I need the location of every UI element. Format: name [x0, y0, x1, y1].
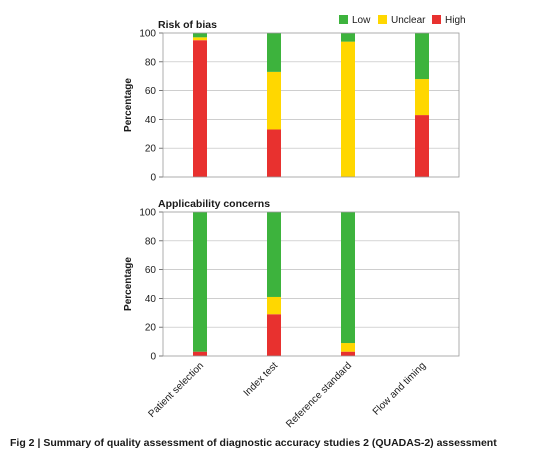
bars — [193, 212, 355, 356]
bar-patient-selection-low — [193, 212, 207, 352]
bar-reference-standard-low — [341, 212, 355, 344]
bar-flow-and-timing-unclear — [415, 79, 429, 116]
y-tick-labels: 0 20 40 60 80 100 — [139, 208, 163, 363]
bar-flow-and-timing-low — [415, 33, 429, 80]
x-tick-labels: Patient selection Index test Reference sta… — [146, 360, 428, 430]
bar-index-test-low — [267, 33, 281, 72]
y-tick-label-60: 60 — [145, 265, 157, 276]
legend-item-unclear: Unclear — [378, 15, 426, 26]
caption-fig-label: Fig 2 — [10, 437, 35, 449]
x-tick-label-reference-standard: Reference standard — [284, 360, 354, 430]
y-tick-label-100: 100 — [139, 208, 156, 219]
legend-item-high: High — [432, 15, 466, 26]
y-axis-label: Percentage — [123, 257, 134, 311]
y-tick-label-20: 20 — [145, 144, 157, 155]
caption-text: Summary of quality assessment of diagnos… — [43, 437, 497, 449]
legend-item-low: Low — [339, 15, 371, 26]
y-tick-label-60: 60 — [145, 86, 157, 97]
y-tick-label-80: 80 — [145, 236, 157, 247]
bar-patient-selection-low — [193, 33, 207, 38]
plot-frame — [162, 211, 460, 357]
panel-title: Risk of bias — [158, 19, 217, 31]
x-tick-label-index-test: Index test — [242, 360, 281, 399]
bar-reference-standard-low — [341, 33, 355, 42]
bar-patient-selection-unclear — [193, 37, 207, 41]
bar-index-test-high — [267, 314, 281, 356]
bar-index-test-unclear — [267, 71, 281, 130]
legend-label-high: High — [445, 15, 466, 26]
y-tick-label-80: 80 — [145, 57, 157, 68]
grid-lines — [163, 240, 459, 328]
bar-index-test-low — [267, 212, 281, 297]
bar-reference-standard-unclear — [341, 41, 355, 177]
bar-reference-standard-high — [341, 351, 355, 356]
bar-reference-standard-unclear — [341, 343, 355, 352]
legend-swatch-high — [432, 15, 441, 24]
y-tick-label-40: 40 — [145, 294, 157, 305]
y-tick-label-20: 20 — [145, 323, 157, 334]
legend-label-low: Low — [352, 15, 371, 26]
risk-of-bias-panel: Risk of bias Percentage 0 20 40 60 80 100 — [123, 19, 460, 184]
y-axis-label: Percentage — [123, 78, 134, 132]
legend-swatch-unclear — [378, 15, 387, 24]
caption-separator: | — [37, 437, 41, 449]
grid-lines — [163, 61, 459, 149]
bars — [193, 33, 429, 178]
y-tick-label-0: 0 — [150, 173, 156, 184]
bar-index-test-unclear — [267, 296, 281, 315]
legend-label-unclear: Unclear — [391, 15, 426, 26]
x-tick-label-patient-selection: Patient selection — [146, 360, 206, 420]
y-tick-label-40: 40 — [145, 115, 157, 126]
bar-flow-and-timing-high — [415, 115, 429, 177]
y-tick-label-0: 0 — [150, 352, 156, 363]
y-tick-label-100: 100 — [139, 29, 156, 40]
legend: Low Unclear High — [339, 15, 466, 26]
legend-swatch-low — [339, 15, 348, 24]
bar-index-test-high — [267, 129, 281, 177]
x-tick-label-flow-and-timing: Flow and timing — [371, 360, 428, 417]
y-tick-labels: 0 20 40 60 80 100 — [139, 29, 163, 184]
figure-caption: Fig 2 | Summary of quality assessment of… — [10, 437, 497, 449]
panel-title: Applicability concerns — [158, 198, 270, 210]
plot-frame — [162, 32, 460, 178]
applicability-panel: Applicability concerns Percentage 0 20 40 6… — [123, 198, 460, 430]
bar-patient-selection-high — [193, 351, 207, 356]
bar-patient-selection-high — [193, 40, 207, 178]
